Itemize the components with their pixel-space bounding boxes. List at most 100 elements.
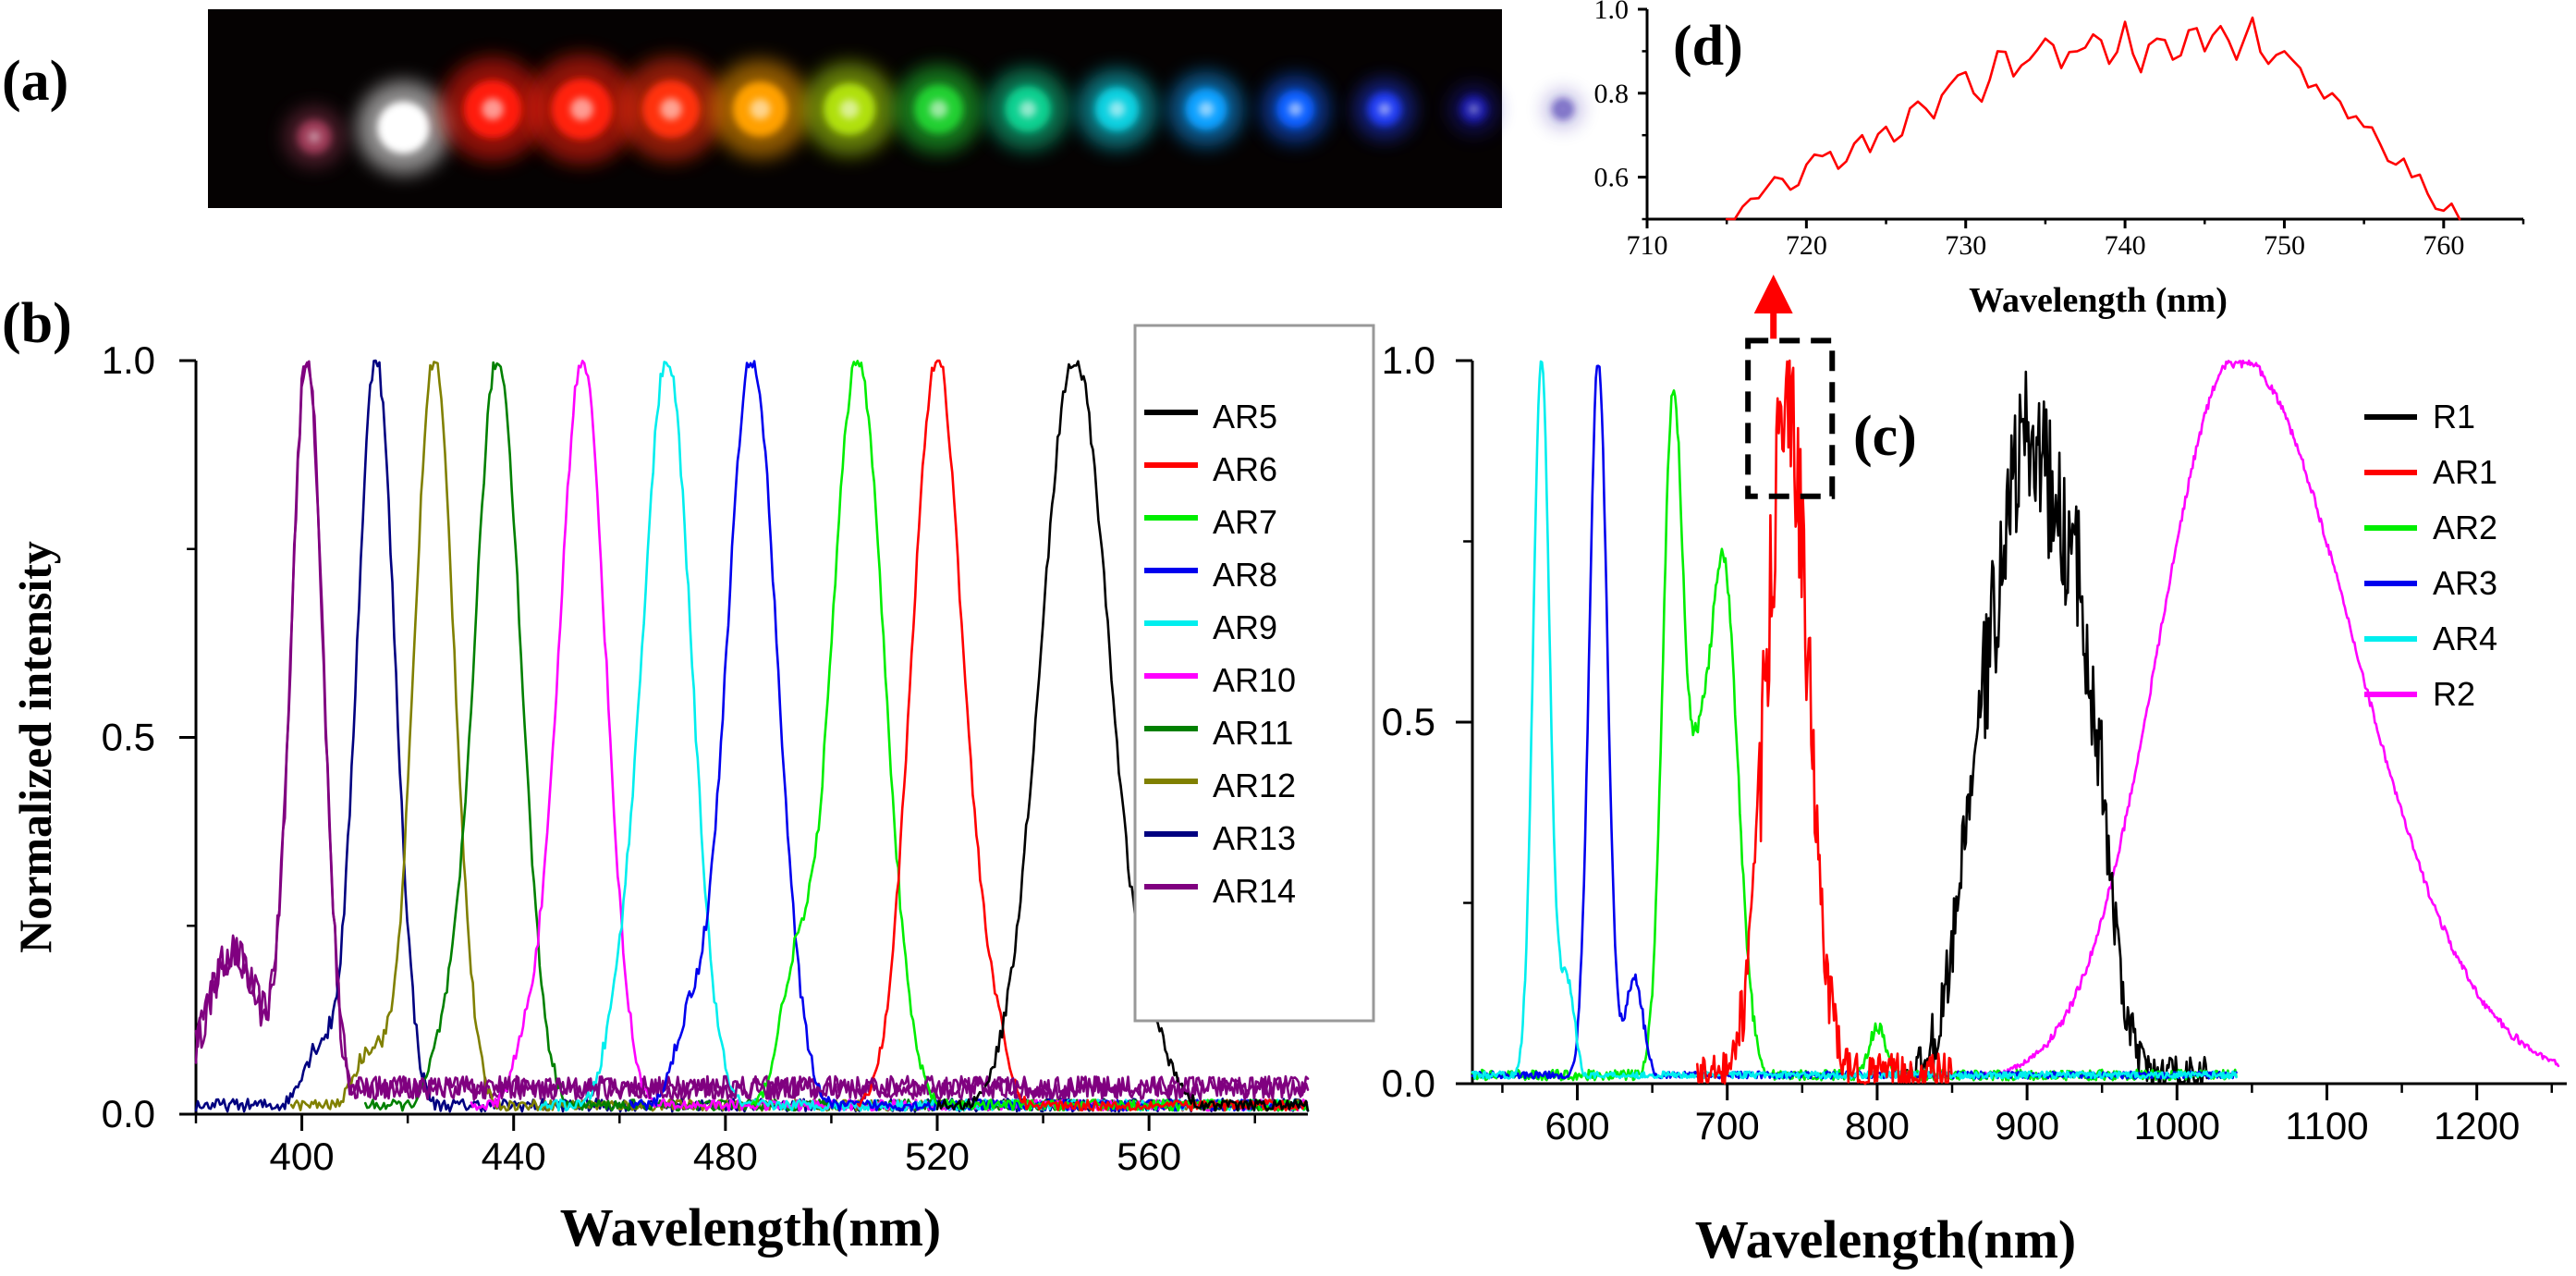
legend-label: AR2: [2433, 509, 2497, 546]
y-tick-label: 1.0: [1382, 338, 1435, 382]
x-tick-label: 700: [1695, 1104, 1760, 1147]
legend-item: AR4: [2364, 620, 2497, 657]
legend-item: AR9: [1144, 608, 1277, 646]
legend-label: AR11: [1213, 714, 1293, 752]
spectrum-r1: [1906, 370, 2208, 1085]
spectrum-ar9: [539, 361, 1309, 1112]
photo-spot: [1077, 69, 1157, 149]
legend-label: AR10: [1213, 661, 1296, 699]
plot-b: 400 440 480 520 560 0.0 0.5 1.0: [102, 338, 1310, 1178]
y-axis-title-b: Normalized intensity: [9, 541, 61, 953]
x-tick-label: 900: [1995, 1104, 2059, 1147]
legend-label: AR6: [1213, 450, 1277, 488]
photo-spots: [284, 54, 1582, 175]
photo-spot: [711, 59, 810, 159]
x-axis-title-b: Wavelength(nm): [560, 1197, 941, 1258]
photo-spot: [1544, 90, 1582, 129]
spectrum-ar1: [1696, 359, 1953, 1086]
x-tick-label: 1000: [2134, 1104, 2220, 1147]
legend-item: AR5: [1144, 398, 1277, 436]
legend-label: AR9: [1213, 608, 1277, 646]
legend-label: AR12: [1213, 767, 1296, 804]
photo-spot: [802, 62, 897, 156]
x-tick-label: 710: [1627, 230, 1668, 261]
legend-label: AR14: [1213, 872, 1296, 910]
legend-c: R1 AR1 AR2 AR3 AR4 R2: [2364, 398, 2497, 713]
legend-item: AR11: [1144, 714, 1293, 752]
photo-spot: [440, 56, 545, 162]
legend-item: AR1: [2364, 453, 2497, 491]
plot-d: 710 720 730 740 750 760 0.6 0.8 1.0: [1594, 0, 2525, 261]
y-tick-label: 1.0: [1594, 0, 1630, 25]
x-tick-label: 800: [1845, 1104, 1910, 1147]
x-tick-label: 520: [905, 1135, 970, 1178]
legend-b: AR5 AR6 AR7 AR8 AR9 AR10 AR11 AR12 AR13 AR14: [1144, 398, 1296, 910]
x-tick-label: 440: [482, 1135, 546, 1178]
panel-b: (b) Normalized intensity 400 440 480 520 560…: [2, 292, 1375, 1258]
photo-spot: [284, 106, 345, 167]
legend-item: AR7: [1144, 503, 1277, 541]
legend-label: AR3: [2433, 564, 2497, 602]
legend-item: AR14: [1144, 872, 1296, 910]
panel-a: (a): [2, 9, 1582, 208]
photo-spot: [357, 80, 450, 175]
y-tick-label: 1.0: [102, 338, 155, 382]
spectrum-ar5: [935, 360, 1310, 1112]
legend-item: AR8: [1144, 556, 1277, 594]
spectrum-ar4: [1471, 360, 2238, 1080]
photo-spot: [894, 65, 983, 153]
y-tick-label: 0.5: [1382, 700, 1435, 743]
photo-spot: [1168, 71, 1244, 147]
photo-spot: [527, 54, 637, 165]
panel-label-a: (a): [2, 50, 68, 113]
legend-label: AR8: [1213, 556, 1277, 594]
inset-region-box: [1745, 337, 1836, 499]
spectrum-r2: [1965, 359, 2560, 1079]
legend-label: AR4: [2433, 620, 2497, 657]
x-tick-label: 760: [2423, 230, 2464, 261]
y-tick-label: 0.8: [1594, 79, 1630, 109]
photo-spot: [1448, 84, 1499, 134]
legend-label: R1: [2433, 398, 2475, 436]
photo-spot: [986, 67, 1069, 151]
legend-label: AR5: [1213, 398, 1277, 436]
legend-item: AR3: [2364, 564, 2497, 602]
x-tick-label: 1200: [2434, 1104, 2520, 1147]
legend-item: AR2: [2364, 509, 2497, 546]
y-tick-label: 0.6: [1594, 163, 1630, 193]
x-axis-title-d: Wavelength (nm): [1969, 281, 2228, 320]
x-tick-label: 1100: [2285, 1104, 2368, 1147]
x-axis-title-c: Wavelength(nm): [1695, 1209, 2076, 1270]
spectrum-ar14-top: [194, 361, 1310, 1101]
legend-item: AR10: [1144, 661, 1296, 699]
panel-c: 600 700 800 900 1000 1100 1200 0.0 0.5 1.0 (c) Wa…: [1382, 275, 2567, 1270]
plot-c: 600 700 800 900 1000 1100 1200 0.0 0.5 1.0: [1382, 338, 2567, 1147]
y-tick-label: 0.0: [1382, 1061, 1435, 1105]
x-tick-label: 560: [1117, 1135, 1181, 1178]
x-tick-label: 730: [1945, 230, 1986, 261]
panel-label-d: (d): [1673, 15, 1743, 78]
x-tick-label: 600: [1544, 1104, 1609, 1147]
x-tick-label: 400: [270, 1135, 335, 1178]
legend-label: AR1: [2433, 453, 2497, 491]
photo-spot: [618, 56, 724, 162]
y-tick-label: 0.5: [102, 716, 155, 759]
photo-spot: [1354, 79, 1415, 140]
spectrum-inset: [1725, 16, 2461, 221]
x-tick-label: 740: [2105, 230, 2146, 261]
legend-item: R1: [2364, 398, 2475, 436]
legend-item: AR6: [1144, 450, 1277, 488]
photo-spot: [1261, 75, 1330, 143]
y-tick-label: 0.0: [102, 1092, 155, 1135]
legend-label: AR13: [1213, 819, 1296, 857]
x-tick-label: 720: [1786, 230, 1827, 261]
legend-item: AR12: [1144, 767, 1296, 804]
panel-label-c: (c): [1853, 405, 1917, 468]
legend-label: R2: [2433, 675, 2475, 713]
panel-d: 710 720 730 740 750 760 0.6 0.8 1.0 (d) Waveleng…: [1594, 0, 2525, 320]
x-tick-label: 480: [693, 1135, 758, 1178]
legend-item: AR13: [1144, 819, 1296, 857]
legend-item: R2: [2364, 675, 2475, 713]
x-tick-label: 750: [2264, 230, 2305, 261]
